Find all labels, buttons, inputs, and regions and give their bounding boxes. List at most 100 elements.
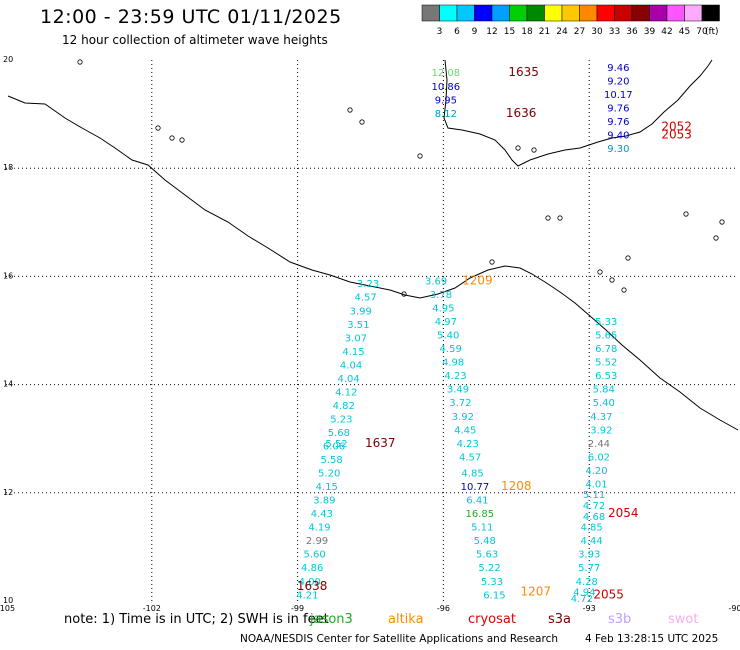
island-outline bbox=[531, 147, 537, 153]
swh-value-label: 4.12 bbox=[335, 387, 357, 398]
island-outline bbox=[155, 125, 161, 131]
swh-value-label: 4.04 bbox=[340, 360, 362, 371]
swh-value-label: 6.15 bbox=[483, 590, 505, 601]
coastline bbox=[7, 59, 739, 431]
color-legend: 3 6 9 12 15 18 21 24 27 30 33 36 39 42 45 70(ft) bbox=[421, 4, 720, 37]
swh-value-label: 5.65 bbox=[595, 331, 617, 342]
island-outline bbox=[545, 215, 551, 221]
swh-value-label: 4.45 bbox=[454, 425, 476, 436]
swh-values: 12.08 10.86 9.95 8.12 9.46 9.20 10.17 9.76 9.76 9… bbox=[296, 63, 632, 605]
lon-tick-label: -93 bbox=[583, 604, 596, 613]
pass-number-label: 2054 bbox=[608, 506, 639, 520]
swh-value-label: 10.77 bbox=[461, 482, 490, 493]
legend-label: 21 bbox=[539, 27, 550, 37]
swh-value-label: 6.78 bbox=[595, 344, 617, 355]
gulf-coastline bbox=[443, 59, 713, 167]
island-outline bbox=[347, 107, 353, 113]
page-title: 12:00 - 23:59 UTC 01/11/2025 bbox=[40, 6, 342, 28]
legend-label: 70 bbox=[696, 27, 708, 37]
pass-number-label: 1209 bbox=[462, 274, 493, 288]
swh-value-label: 5.58 bbox=[320, 455, 342, 466]
swh-value-label: 3.78 bbox=[430, 290, 452, 301]
swh-value-label: 4.23 bbox=[444, 371, 466, 382]
pass-number-label: 2052 bbox=[661, 119, 692, 133]
swh-value-label: 5.11 bbox=[471, 523, 493, 534]
swh-value-label: 4.57 bbox=[355, 293, 377, 304]
island-outline bbox=[621, 287, 627, 293]
lat-tick-label: 12 bbox=[3, 488, 13, 497]
swh-value-label: 4.37 bbox=[590, 412, 612, 423]
swh-value-label: 4.86 bbox=[301, 563, 323, 574]
swh-value-label: 4.59 bbox=[440, 344, 462, 355]
island-outline bbox=[169, 135, 175, 141]
swh-value-label: 4.00 bbox=[299, 577, 321, 588]
swh-value-label: 5.60 bbox=[303, 550, 325, 561]
swh-value-label: 4.98 bbox=[442, 358, 464, 369]
lat-tick-label: 18 bbox=[3, 163, 13, 172]
swh-value-label: 4.28 bbox=[576, 577, 598, 588]
island-outline bbox=[557, 215, 563, 221]
pass-number-label: 1635 bbox=[508, 65, 539, 79]
swh-value-label: 4.43 bbox=[311, 509, 333, 520]
satellite-label-s3a: s3a bbox=[548, 612, 572, 627]
island-outline bbox=[719, 219, 725, 225]
island-outline bbox=[359, 119, 365, 125]
legend-label: 39 bbox=[644, 27, 656, 37]
island-outline bbox=[597, 269, 603, 275]
pass-number-label: 1636 bbox=[506, 106, 537, 120]
lon-tick-label: -105 bbox=[0, 604, 15, 613]
swh-value-label: 12.08 bbox=[432, 68, 461, 79]
swh-value-label: 3.92 bbox=[452, 412, 474, 423]
island-outline bbox=[179, 137, 185, 143]
swh-value-label: 4.97 bbox=[435, 317, 457, 328]
swh-value-label: 4.72 bbox=[583, 501, 605, 512]
swh-value-label: 4.04 bbox=[337, 374, 359, 385]
swh-value-label: 4.82 bbox=[333, 401, 355, 412]
swh-value-label: 6.53 bbox=[595, 371, 617, 382]
swh-value-label: 4.21 bbox=[296, 590, 318, 601]
pass-number-label: 1207 bbox=[520, 585, 551, 599]
swh-value-label: 5.40 bbox=[593, 398, 615, 409]
swh-value-label: 5.33 bbox=[481, 577, 503, 588]
page-subtitle: 12 hour collection of altimeter wave hei… bbox=[62, 33, 328, 47]
swh-value-label: 5.40 bbox=[437, 331, 459, 342]
swh-value-label: 4.57 bbox=[459, 452, 481, 463]
swh-value-label: 6.06 bbox=[323, 442, 345, 453]
swh-value-label: 9.20 bbox=[607, 76, 629, 87]
swh-value-label: 3.69 bbox=[425, 277, 447, 288]
legend-label: 9 bbox=[472, 27, 478, 37]
swh-value-label: 4.94 bbox=[573, 588, 595, 599]
legend-label: 6 bbox=[454, 27, 460, 37]
swh-value-label: 6.41 bbox=[466, 496, 488, 507]
legend-label: 24 bbox=[556, 27, 568, 37]
lat-tick-label: 16 bbox=[3, 271, 13, 280]
lat-tick-label: 14 bbox=[3, 380, 13, 389]
swh-value-label: 2.99 bbox=[306, 536, 328, 547]
swh-value-label: 9.30 bbox=[607, 144, 629, 155]
swh-value-label: 5.23 bbox=[330, 414, 352, 425]
swh-value-label: 4.15 bbox=[342, 347, 364, 358]
pass-number-label: 1638 bbox=[297, 579, 328, 593]
swh-value-label: 3.99 bbox=[350, 306, 372, 317]
footer-timestamp: 4 Feb 13:28:15 UTC 2025 bbox=[585, 633, 719, 645]
swh-value-label: 5.84 bbox=[593, 385, 615, 396]
swh-value-label: 4.95 bbox=[432, 304, 454, 315]
swh-value-label: 4.15 bbox=[316, 482, 338, 493]
pass-number-label: 1637 bbox=[365, 436, 396, 450]
legend-label: 27 bbox=[574, 27, 585, 37]
swh-value-label: 3.49 bbox=[447, 385, 469, 396]
island-outline bbox=[683, 211, 689, 217]
footer-credit: NOAA/NESDIS Center for Satellite Applica… bbox=[240, 633, 558, 645]
satellite-label-jason3: jason3 bbox=[310, 612, 353, 627]
swh-value-label: 4.72 bbox=[571, 594, 593, 605]
swh-value-label: 4.85 bbox=[580, 523, 602, 534]
swh-value-label: 3.23 bbox=[357, 279, 379, 290]
island-outline bbox=[401, 291, 407, 297]
swh-value-label: 9.46 bbox=[607, 63, 629, 74]
swh-value-label: 9.95 bbox=[435, 95, 457, 106]
satellite-label-cryosat: cryosat bbox=[468, 612, 516, 627]
swh-value-label: 6.02 bbox=[588, 452, 610, 463]
island-outline bbox=[77, 59, 83, 65]
lat-tick-label: 20 bbox=[3, 55, 13, 64]
